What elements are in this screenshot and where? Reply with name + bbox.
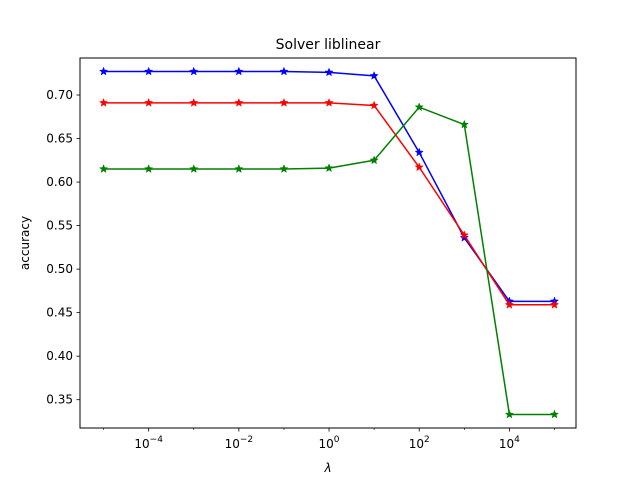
series-3-point [459,119,469,129]
y-tick-label: 0.35 [46,393,73,407]
series-layer [98,66,560,419]
series-3-point [414,102,424,112]
series-3-point [324,163,334,173]
y-axis-label: accuracy [18,216,32,270]
plot-area-background [80,58,576,428]
series-1-point [189,66,199,76]
y-tick-label: 0.40 [46,349,73,363]
series-2-point [98,97,109,107]
x-tick-label: 102 [409,435,430,451]
series-3 [98,102,560,419]
series-2-point [459,230,469,240]
series-3-point [98,164,109,173]
series-2-point [279,97,289,107]
series-3-point [549,409,560,419]
x-tick-label: 104 [499,435,520,451]
series-1-point [98,66,109,76]
series-2-point [549,299,560,309]
y-tick-label: 0.65 [46,132,73,146]
plot-frame [79,57,577,429]
series-3-point [144,164,154,173]
series-3-point [234,164,244,173]
series-3-point [189,164,199,173]
series-2-point [189,97,199,107]
series-1-point [279,66,289,76]
x-tick-label: 100 [319,435,340,451]
series-1-point [414,147,424,157]
series-1-point [324,67,334,77]
series-3-point [369,155,379,165]
series-1-point [234,66,244,76]
series-2-point [369,100,379,110]
series-3-point [279,164,289,173]
series-2-point [324,97,334,107]
series-3-point [504,409,515,419]
x-tick-label: 10−2 [225,435,254,451]
y-axis-ticks: 0.35 0.40 0.45 0.50 0.55 0.60 0.65 0.70 [46,88,80,407]
chart-title: Solver liblinear [276,37,381,53]
y-tick-label: 0.70 [46,88,73,102]
series-2 [98,97,560,309]
series-2-point [414,162,424,172]
series-1-point [144,66,154,76]
y-tick-label: 0.55 [46,219,73,233]
y-tick-label: 0.60 [46,175,73,189]
series-2-point [234,97,244,107]
series-1-point [369,70,379,80]
series-2-point [504,299,515,309]
series-2-point [144,97,154,107]
x-axis-label: λ [323,461,331,475]
y-tick-label: 0.45 [46,306,73,320]
x-axis-ticks: 10−4 10−2 100 102 104 [103,428,555,451]
series-1-point [459,232,469,242]
y-tick-label: 0.50 [46,262,73,276]
x-tick-label: 10−4 [134,435,163,451]
